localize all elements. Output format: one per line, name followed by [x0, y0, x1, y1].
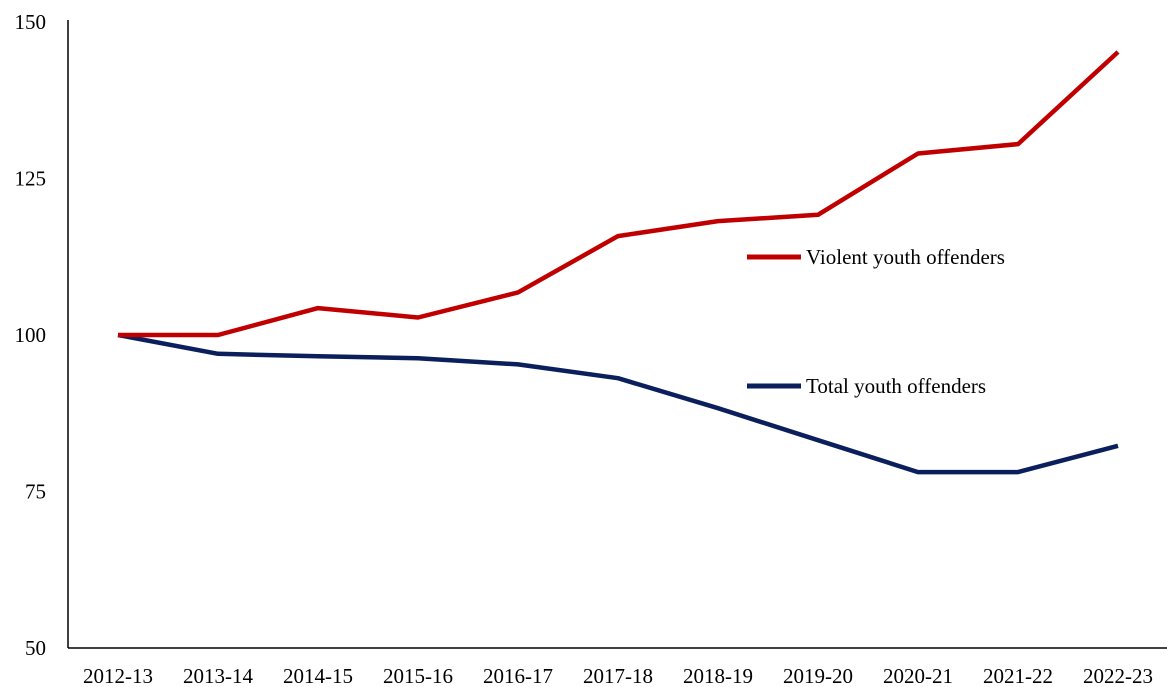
y-tick-label: 100	[15, 323, 47, 347]
y-tick-label: 50	[25, 636, 46, 660]
x-tick-label: 2016-17	[483, 664, 553, 687]
x-tick-label: 2022-23	[1083, 664, 1153, 687]
y-tick-label: 150	[15, 10, 47, 34]
series-line-total-youth-offenders	[117, 332, 1119, 475]
x-tick-label: 2019-20	[783, 664, 853, 687]
legend-label: Total youth offenders	[806, 374, 986, 398]
x-tick-label: 2017-18	[583, 664, 653, 687]
y-tick-label: 125	[15, 167, 47, 191]
x-tick-label: 2012-13	[83, 664, 153, 687]
x-tick-label: 2020-21	[883, 664, 953, 687]
y-tick-label: 75	[25, 480, 46, 504]
x-tick-label: 2015-16	[383, 664, 453, 687]
series-line-violent-youth-offenders	[118, 50, 1120, 338]
x-tick-label: 2018-19	[683, 664, 753, 687]
x-tick-label: 2013-14	[183, 664, 253, 687]
y-tick-labels: 50 75 100 125 150	[15, 10, 47, 660]
x-tick-label: 2021-22	[983, 664, 1053, 687]
series-lines	[117, 50, 1120, 475]
x-tick-labels: 2012-13 2013-14 2014-15 2015-16 2016-17 2017-…	[83, 664, 1153, 687]
legend-label: Violent youth offenders	[806, 245, 1005, 269]
x-tick-label: 2014-15	[283, 664, 353, 687]
legend: Violent youth offenders Total youth offen…	[747, 245, 1005, 398]
